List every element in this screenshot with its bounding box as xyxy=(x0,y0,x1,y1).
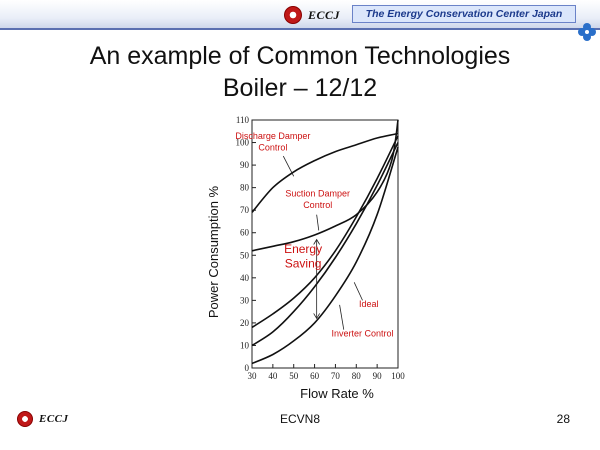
power-vs-flow-chart: 0 10 20 30 40 50 60 70 80 90 100 110 30 40 50 60 70 80 90 1… xyxy=(206,115,405,401)
annotation-label: Discharge Damper xyxy=(235,131,310,141)
series-ideal-line xyxy=(251,142,399,347)
series-discharge-damper-control-line xyxy=(251,132,399,213)
y-axis-label: Power Consumption % xyxy=(206,185,221,318)
footer-logo-text: ECCJ xyxy=(39,413,69,425)
x-tick-label: 70 xyxy=(331,371,341,381)
x-tick-label: 50 xyxy=(289,371,299,381)
header-logo-text: ECCJ xyxy=(308,7,341,22)
energy-saving-arrow-head-top xyxy=(313,238,320,245)
annotation-label: Inverter Control xyxy=(332,328,394,338)
header-org-box: The Energy Conservation Center Japan xyxy=(352,5,576,23)
plot-frame xyxy=(251,119,399,369)
annotation-label: Ideal xyxy=(359,299,379,309)
slide-title-line2: Boiler – 12/12 xyxy=(222,74,378,102)
series-inverter-control-line xyxy=(251,146,399,365)
clover-icon xyxy=(578,23,596,41)
footer-logo: ECCJ xyxy=(17,410,69,428)
series-unlabeled-4-line xyxy=(251,135,399,329)
y-tick-label: 40 xyxy=(240,273,250,283)
footer-center-text: ECVN8 xyxy=(279,412,320,426)
x-tick-label: 40 xyxy=(268,371,278,381)
annotation-leader xyxy=(316,214,320,231)
y-tick-label: 10 xyxy=(240,340,250,350)
annotation-label: Control xyxy=(303,200,332,210)
y-tick-label: 60 xyxy=(240,228,250,238)
slide-title-line1: An example of Common Technologies xyxy=(89,42,511,70)
eccj-logo-icon xyxy=(284,6,302,24)
x-tick-label: 30 xyxy=(248,371,258,381)
y-tick-label: 70 xyxy=(240,205,250,215)
page-number: 28 xyxy=(556,412,570,426)
header-org-name: The Energy Conservation Center Japan xyxy=(365,8,563,20)
annotation-leader xyxy=(353,282,363,301)
annotation-label: Saving xyxy=(285,257,322,271)
y-tick-label: 90 xyxy=(240,160,250,170)
annotation-label: Energy xyxy=(284,242,322,256)
eccj-logo-icon xyxy=(17,411,33,427)
header-logo: ECCJ xyxy=(284,4,340,26)
y-tick-label: 0 xyxy=(245,363,250,373)
x-tick-label: 60 xyxy=(310,371,320,381)
y-tick-label: 110 xyxy=(236,115,250,125)
energy-saving-arrow-head-bottom xyxy=(313,313,320,320)
annotation-label: Control xyxy=(258,142,287,152)
y-tick-label: 100 xyxy=(236,138,250,148)
annotation-leader xyxy=(339,304,345,330)
series-suction-damper-control-line xyxy=(251,119,399,252)
annotation-leader xyxy=(282,155,295,177)
y-tick-label: 50 xyxy=(240,250,250,260)
x-tick-label: 90 xyxy=(373,371,383,381)
y-tick-label: 80 xyxy=(240,183,250,193)
x-tick-label: 100 xyxy=(391,371,405,381)
annotation-label: Suction Damper xyxy=(285,189,350,199)
y-tick-label: 30 xyxy=(240,295,250,305)
header-divider xyxy=(0,28,600,30)
x-axis-label: Flow Rate % xyxy=(300,386,374,401)
x-tick-label: 80 xyxy=(352,371,362,381)
y-tick-label: 20 xyxy=(240,318,250,328)
